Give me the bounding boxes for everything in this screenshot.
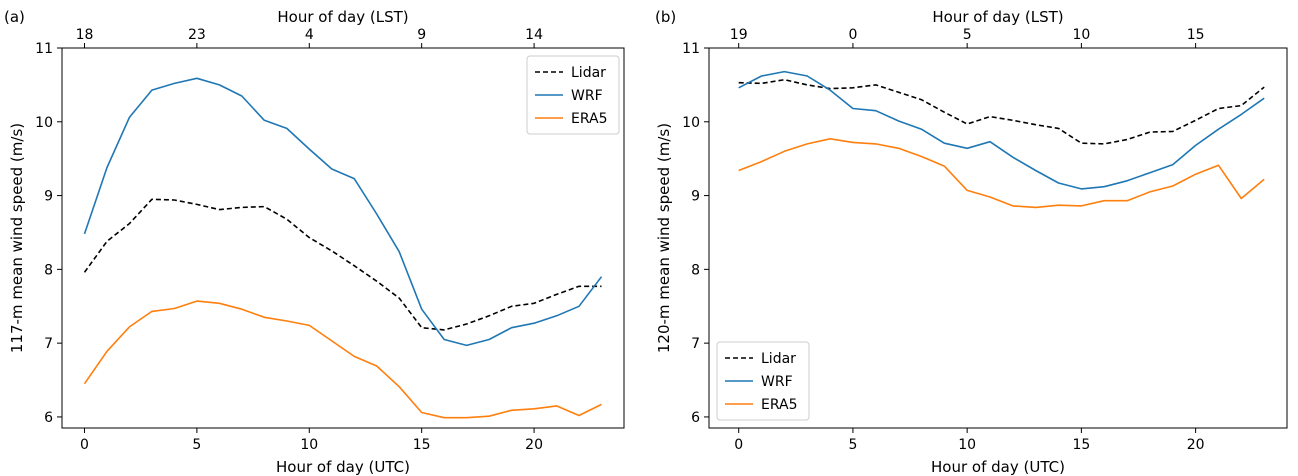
- series-line-wrf: [83, 77, 603, 347]
- top-tick-label: 0: [848, 27, 857, 43]
- x-axis-title: Hour of day (UTC): [276, 458, 410, 476]
- x-tick-label: 10: [300, 437, 318, 453]
- x-tick-label: 20: [525, 437, 543, 453]
- legend-label: ERA5: [761, 397, 798, 413]
- series-line-wrf: [738, 70, 1265, 190]
- legend-box: [716, 341, 810, 421]
- y-axis-title: 120-m mean wind speed (m/s): [655, 123, 673, 353]
- top-tick-label: 15: [1187, 27, 1205, 43]
- chart-panel-b: (b) 0 5 10 15 20 19 0 5 10 15 6 7 8 9 10 11 Hour of day (…: [655, 8, 1288, 476]
- top-axis-title: Hour of day (LST): [277, 8, 408, 26]
- series-line-era5: [738, 138, 1265, 209]
- y-tick-label: 10: [682, 115, 700, 131]
- legend-box: [526, 55, 620, 135]
- x-tick-label: 5: [192, 437, 201, 453]
- legend-label: Lidar: [761, 351, 796, 367]
- legend-label: WRF: [571, 88, 603, 104]
- y-tick-label: 6: [691, 410, 700, 426]
- x-tick-label: 15: [413, 437, 431, 453]
- y-tick-label: 10: [35, 115, 53, 131]
- panel-label: (a): [4, 8, 25, 26]
- x-tick-label: 0: [734, 437, 743, 453]
- chart-panel-a: (a) 0 5 10 15 20 18 23 4 9 14 6 7 8 9 10 11 Hour of day (…: [4, 8, 625, 476]
- top-axis-title: Hour of day (LST): [932, 8, 1063, 26]
- top-tick-label: 10: [1072, 27, 1090, 43]
- y-tick-label: 7: [44, 336, 53, 352]
- legend: Lidar WRF ERA5: [716, 341, 810, 421]
- x-tick-label: 15: [1072, 437, 1090, 453]
- y-tick-label: 7: [691, 336, 700, 352]
- top-tick-label: 23: [188, 27, 206, 43]
- x-tick-label: 10: [958, 437, 976, 453]
- top-tick-label: 19: [730, 27, 748, 43]
- legend-label: Lidar: [571, 65, 606, 81]
- series-line-era5: [83, 300, 602, 419]
- legend: Lidar WRF ERA5: [526, 55, 620, 135]
- y-axis-title: 117-m mean wind speed (m/s): [8, 123, 26, 353]
- plot-frame: [61, 47, 625, 429]
- x-tick-label: 20: [1187, 437, 1205, 453]
- top-tick-label: 14: [525, 27, 543, 43]
- y-tick-label: 9: [44, 189, 53, 205]
- y-tick-label: 9: [691, 189, 700, 205]
- x-axis-title: Hour of day (UTC): [931, 458, 1065, 476]
- y-tick-label: 8: [44, 262, 53, 278]
- top-tick-label: 9: [417, 27, 426, 43]
- plot-frame: [708, 47, 1288, 429]
- x-tick-label: 5: [848, 437, 857, 453]
- legend-label: ERA5: [571, 111, 608, 127]
- top-tick-label: 18: [76, 27, 94, 43]
- series-line-lidar: [83, 198, 602, 331]
- y-tick-label: 6: [44, 410, 53, 426]
- panel-label: (b): [655, 8, 676, 26]
- series-line-lidar: [738, 78, 1265, 145]
- x-tick-label: 0: [80, 437, 89, 453]
- legend-label: WRF: [761, 374, 793, 390]
- y-tick-label: 8: [691, 262, 700, 278]
- top-tick-label: 4: [305, 27, 314, 43]
- y-tick-label: 11: [682, 41, 700, 57]
- top-tick-label: 5: [963, 27, 972, 43]
- y-tick-label: 11: [35, 41, 53, 57]
